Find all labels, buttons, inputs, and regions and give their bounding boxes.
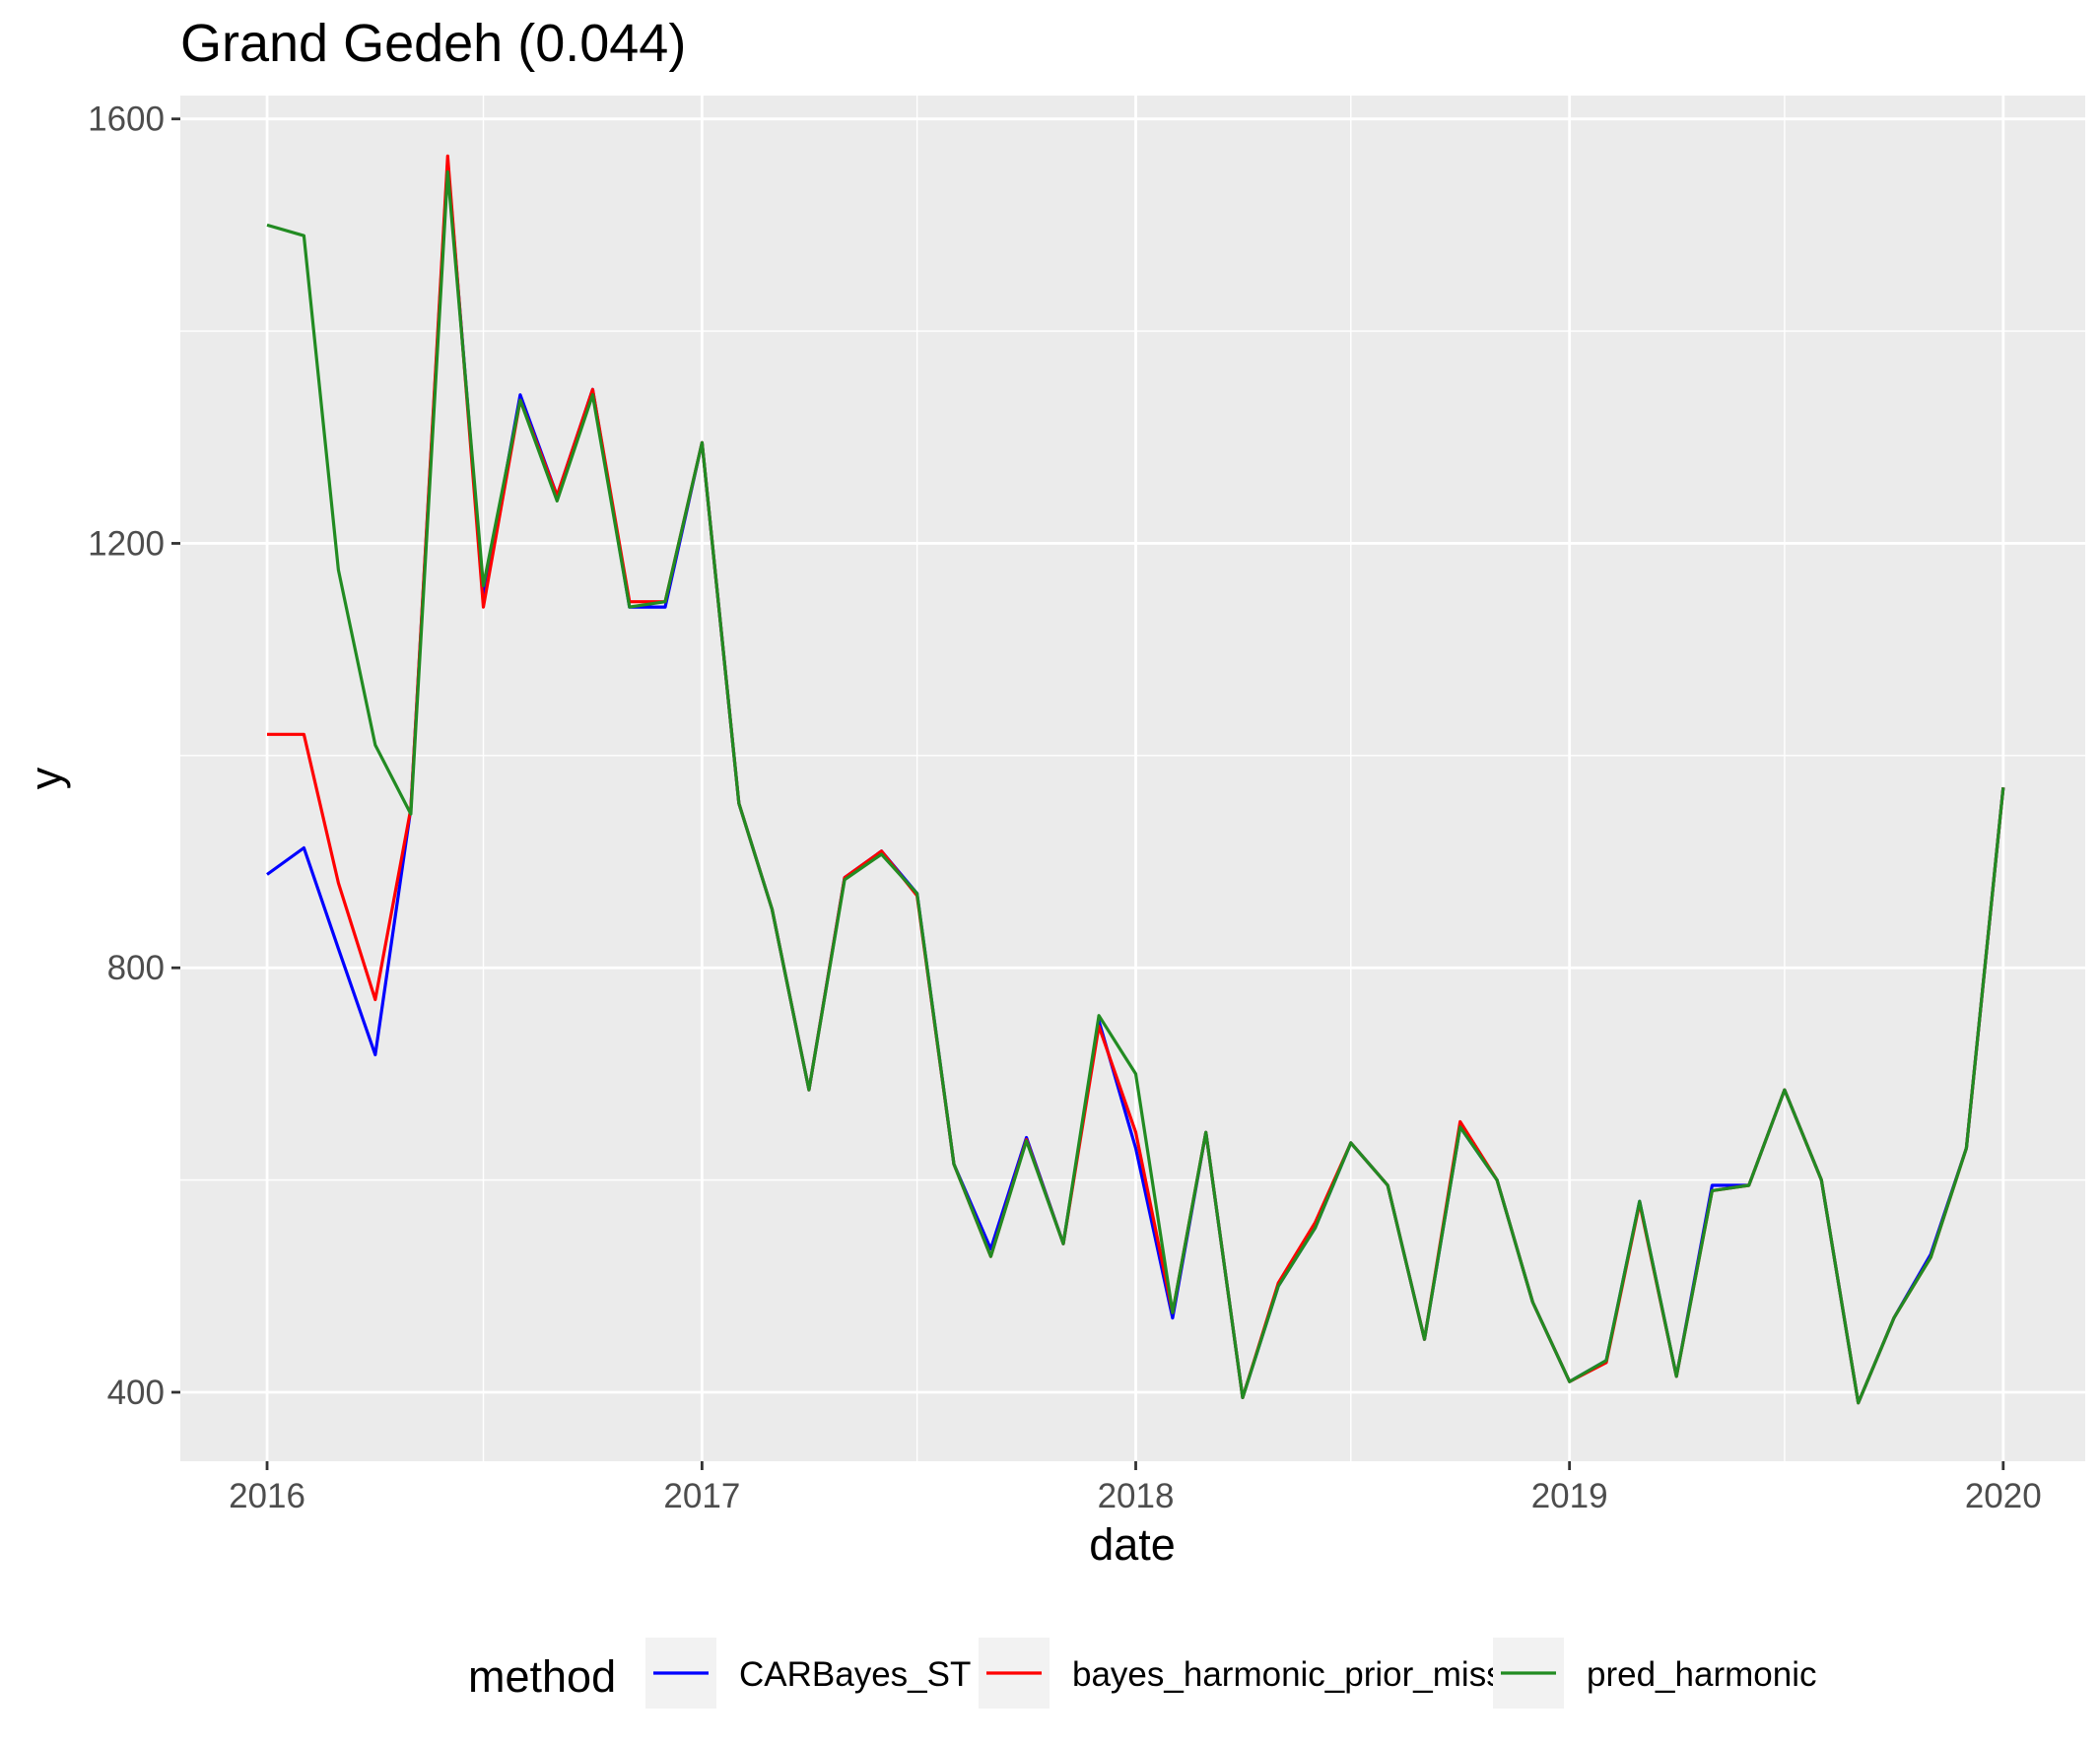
x-tick-label: 2020 — [1965, 1477, 2042, 1515]
y-tick-label: 400 — [107, 1374, 165, 1412]
major-gridlines — [180, 96, 2085, 1461]
x-tick-label: 2016 — [229, 1477, 305, 1515]
x-tick-label: 2019 — [1531, 1477, 1608, 1515]
legend-label: pred_harmonic — [1587, 1655, 1816, 1694]
legend-title: method — [468, 1651, 616, 1702]
minor-gridlines — [180, 96, 2085, 1461]
y-tick-label: 1600 — [88, 101, 165, 139]
series-line-pred_harmonic — [266, 169, 2005, 1405]
y-axis-title: y — [21, 767, 71, 789]
legend-label: CARBayes_ST — [739, 1655, 971, 1694]
x-axis-title: date — [1089, 1519, 1176, 1570]
y-tick-label: 1200 — [88, 524, 165, 563]
x-axis-ticks: 2016 2017 2018 2019 2020 — [229, 1461, 2042, 1515]
series-lines — [266, 154, 2005, 1405]
x-tick-label: 2018 — [1098, 1477, 1175, 1515]
legend-label: bayes_harmonic_prior_miss — [1072, 1655, 1504, 1694]
y-axis-ticks: 400 800 1200 1600 — [88, 101, 180, 1412]
x-tick-label: 2017 — [663, 1477, 740, 1515]
chart-title: Grand Gedeh (0.044) — [180, 14, 686, 73]
legend: method CARBayes_ST bayes_harmonic_prior_m… — [468, 1638, 1816, 1709]
y-tick-label: 800 — [107, 949, 165, 987]
plot-panel — [180, 96, 2085, 1461]
